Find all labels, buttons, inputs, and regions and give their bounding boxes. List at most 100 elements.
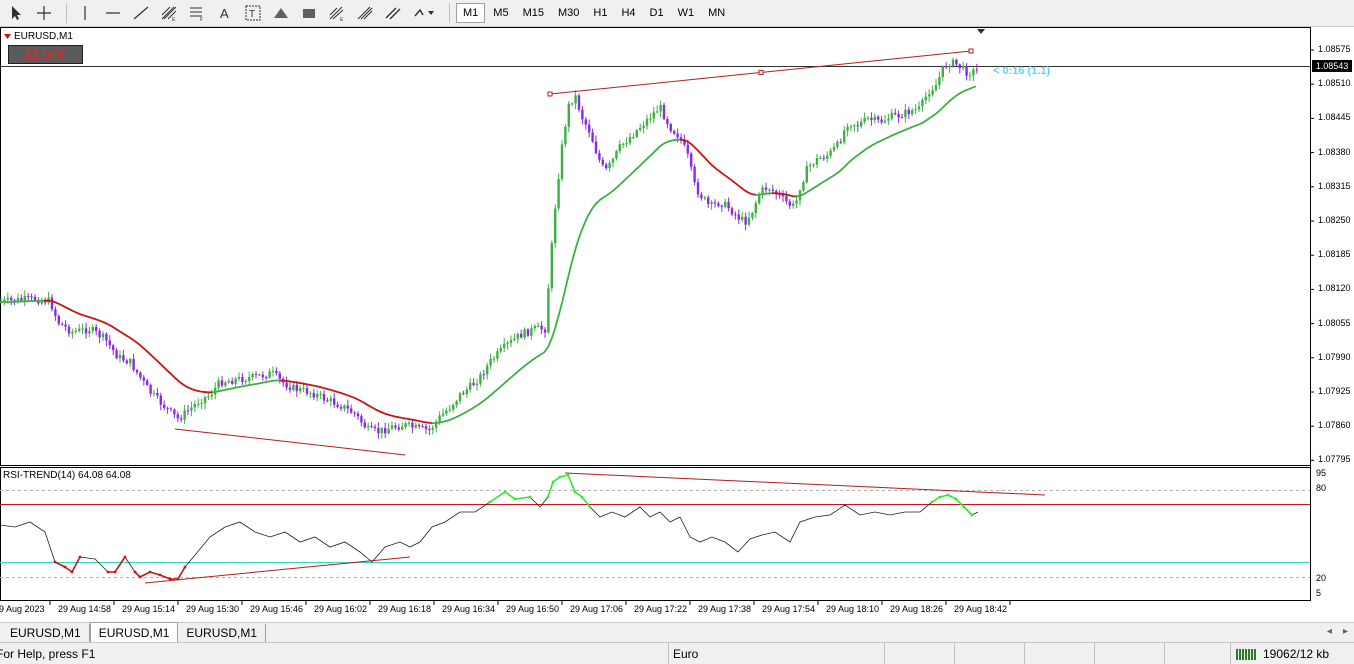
cursor-icon [12,6,21,20]
candle-body [863,117,866,122]
horizontal-line-tool[interactable] [101,2,125,24]
candle-body [285,382,288,388]
candle-body [258,374,261,376]
svg-text:E: E [172,17,176,22]
timeframe-mn[interactable]: MN [708,7,726,19]
timeframe-m5[interactable]: M5 [493,7,509,19]
candle-body [462,393,465,395]
tab-scroll-arrows[interactable]: ◂ ▸ [1327,626,1348,637]
chart-tab[interactable]: EURUSD,M1 [2,624,90,642]
time-tick-label: 29 Aug 15:30 [186,604,240,614]
candle-body [268,371,271,378]
timeframe-d1[interactable]: D1 [649,7,664,19]
candle-body [183,410,186,420]
rsi-dot [106,570,110,574]
timeframe-w1[interactable]: W1 [677,7,695,19]
crosshair-tool[interactable] [32,2,56,24]
candle-body [526,329,530,336]
candle-body [424,426,428,429]
candle-body [146,380,149,385]
gann-tool[interactable] [353,2,377,24]
chevron-right-icon[interactable]: ▸ [1342,626,1348,637]
timeframe-m15[interactable]: M15 [522,7,544,19]
candle-body [758,194,761,204]
status-empty [1164,643,1230,664]
time-tick-label: 29 Aug 15:14 [122,604,176,614]
rectangle-icon [303,9,315,18]
candle-body [6,297,9,300]
rsi-dot [63,565,67,569]
rsi-dot [558,475,562,479]
candle-body [662,104,666,119]
candle-body [822,157,825,159]
price-tick-label: 1.08510 [1318,78,1351,89]
candle-body [554,208,557,244]
candle-body [108,340,111,346]
timeframe-m1[interactable]: M1 [456,3,486,23]
moving-average-line [211,379,281,394]
trendline-tool[interactable] [129,2,153,24]
candle-body [506,342,509,344]
chart-window[interactable]: EURUSD,M1 ZZ OFF < 0:16 (1.1) RSI-TREND(… [0,27,1354,622]
cursor-tool[interactable] [4,2,28,24]
candle-body [649,118,652,120]
candle-body [771,189,774,192]
chevron-left-icon[interactable]: ◂ [1326,626,1332,637]
candle-body [550,243,553,289]
zz-toggle-button[interactable]: ZZ OFF [8,45,83,64]
fib-expansion-tool[interactable]: E [325,2,349,24]
timeframe-m30[interactable]: M30 [557,7,580,19]
arrows-dropdown-tool[interactable] [409,2,439,24]
price-tick-label: 1.08250 [1318,215,1351,225]
candle-body [856,125,859,127]
fibonacci-fan-tool[interactable]: F [185,2,209,24]
price-tick-label: 1.08315 [1318,180,1351,191]
candle-body [448,409,451,411]
symbol-label: EURUSD,M1 [4,31,73,42]
candle-body [625,143,628,145]
candle-body [809,165,812,167]
candle-body [890,112,893,119]
candle-body [951,59,955,67]
vertical-line-tool[interactable] [73,2,97,24]
rectangle-tool[interactable] [297,2,321,24]
candle-body [686,144,689,154]
timeframe-h4[interactable]: H4 [621,7,636,19]
candle-body [377,428,380,434]
rsi-tick-label: 80 [1316,483,1327,493]
status-bar: For Help, press F1 Euro 19062/12 kb [0,642,1354,664]
candle-body [819,157,822,159]
chart-canvas[interactable] [0,27,1354,622]
connection-bars-icon [1236,649,1256,660]
timeframe-h1[interactable]: H1 [593,7,608,19]
rsi-dot [954,497,958,501]
channel-tool[interactable] [381,2,405,24]
text-label-icon: T [245,5,261,21]
candle-body [713,202,717,204]
collapse-triangle-icon[interactable] [4,34,11,39]
candle-body [941,66,944,78]
text-label-tool[interactable]: T [241,2,265,24]
toolbar-separator [66,3,67,23]
candle-body [907,109,910,115]
time-tick-label: 29 Aug 2023 [0,604,45,614]
rsi-dot [503,490,507,494]
chart-tab[interactable]: EURUSD,M1 [89,622,179,642]
moving-average-line [279,379,433,424]
rsi-dot [573,490,577,494]
candle-body [921,100,924,107]
candle-body [404,423,407,427]
triangle-tool[interactable] [269,2,293,24]
fibonacci-tool[interactable]: E [157,2,181,24]
chart-tab[interactable]: EURUSD,M1 [178,624,267,642]
candle-body [275,370,278,374]
candle-body [479,374,482,384]
rsi-dot [551,480,555,484]
candle-body [244,380,247,382]
candle-body [673,131,676,134]
candle-body [720,205,723,207]
triangle-icon [274,8,288,18]
text-tool[interactable]: A [213,2,237,24]
candle-body [594,141,598,154]
candle-body [965,65,968,76]
